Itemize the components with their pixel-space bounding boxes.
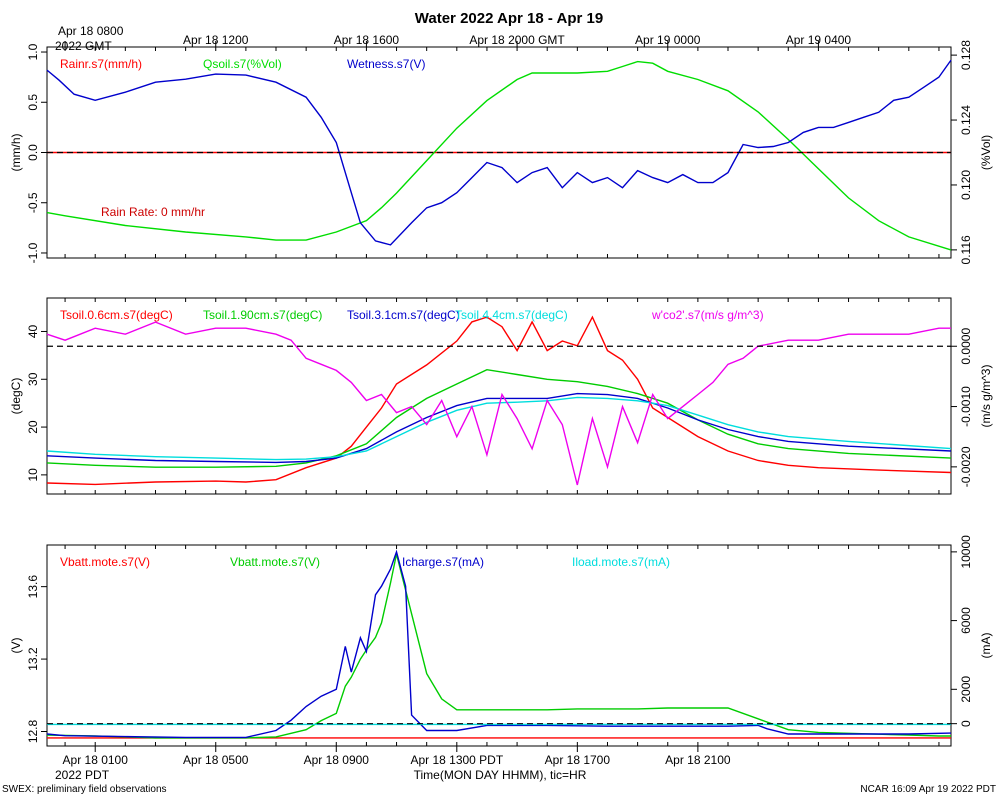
tsoil-series-4-line xyxy=(46,321,951,486)
water-series-1-line xyxy=(46,60,952,251)
top-axis-first-label-line1: Apr 18 0800 xyxy=(58,24,124,38)
power-left-tick-label: 13.6 xyxy=(26,575,40,599)
power-series-1-line xyxy=(46,553,951,739)
water-annotation: Rain Rate: 0 mm/hr xyxy=(101,205,205,219)
power-right-tick-label: 6000 xyxy=(959,607,973,634)
tsoil-legend-2: Tsoil.3.1cm.s7(degC) xyxy=(347,308,460,322)
tsoil-plot-frame xyxy=(46,297,952,495)
water-left-tick-label: 0.5 xyxy=(26,94,40,111)
water-right-axis-label: (%Vol) xyxy=(979,135,993,170)
bottom-axis-tick-label: Apr 18 0500 xyxy=(183,753,249,767)
water-left-tick-label: 1.0 xyxy=(26,43,40,60)
power-legend-3: Iload.mote.s7(mA) xyxy=(572,555,670,569)
water-right-tick-label: 0.128 xyxy=(959,40,973,70)
water-legend-2: Wetness.s7(V) xyxy=(347,57,425,71)
power-series-2-line xyxy=(46,549,952,739)
power-plot-frame xyxy=(46,544,952,747)
top-axis-first-label-line2: 2022 GMT xyxy=(55,39,112,53)
top-axis-tick-label: Apr 19 0000 xyxy=(635,33,701,47)
bottom-axis-sub-label: 2022 PDT xyxy=(55,768,110,782)
water-left-axis-label: (mm/h) xyxy=(9,134,23,172)
footer-right: NCAR 16:09 Apr 19 2022 PDT xyxy=(860,784,996,795)
power-legend-2: Icharge.s7(mA) xyxy=(402,555,484,569)
footer-left: SWEX: preliminary field observations xyxy=(2,784,167,795)
tsoil-left-tick-label: 30 xyxy=(26,372,40,386)
bottom-axis-tick-label: Apr 18 0100 xyxy=(63,753,129,767)
tsoil-left-tick-label: 40 xyxy=(26,324,40,338)
water-left-tick-label: 0.0 xyxy=(26,144,40,161)
tsoil-left-axis-label: (degC) xyxy=(9,378,23,415)
power-left-tick-label: 12.8 xyxy=(26,720,40,744)
power-legend-1: Vbatt.mote.s7(V) xyxy=(230,555,320,569)
top-axis-tick-label: Apr 18 1200 xyxy=(183,33,249,47)
tsoil-legend-1: Tsoil.1.90cm.s7(degC) xyxy=(203,308,322,322)
bottom-axis-tick-label: Apr 18 2100 xyxy=(665,753,731,767)
tsoil-right-axis-label: (m/s g/m^3) xyxy=(979,365,993,428)
tsoil-left-tick-label: 10 xyxy=(26,468,40,482)
tsoil-right-tick-label: 0.0000 xyxy=(959,328,973,365)
top-axis-tick-label: Apr 19 0400 xyxy=(786,33,852,47)
power-right-tick-label: 10000 xyxy=(959,535,973,569)
tsoil-right-tick-label: -0.0020 xyxy=(959,446,973,487)
top-axis-tick-label: Apr 18 1600 xyxy=(334,33,400,47)
bottom-axis-tick-label: Apr 18 0900 xyxy=(304,753,370,767)
bottom-axis-tick-label: Apr 18 1300 PDT xyxy=(410,753,503,767)
top-axis-tick-label: Apr 18 2000 GMT xyxy=(469,33,565,47)
water-right-tick-label: 0.116 xyxy=(959,235,973,264)
tsoil-legend-0: Tsoil.0.6cm.s7(degC) xyxy=(60,308,173,322)
tsoil-legend-3: Tsoil.4.4cm.s7(degC) xyxy=(455,308,568,322)
power-left-axis-label: (V) xyxy=(9,638,23,654)
power-legend-0: Vbatt.mote.s7(V) xyxy=(60,555,150,569)
power-right-axis-label: (mA) xyxy=(979,633,993,659)
water-legend-1: Qsoil.s7(%Vol) xyxy=(203,57,282,71)
tsoil-series-3-line xyxy=(46,396,952,461)
tsoil-left-tick-label: 20 xyxy=(26,420,40,434)
water-left-tick-label: -1.0 xyxy=(26,242,40,263)
bottom-axis-label: Time(MON DAY HHMM), tic=HR xyxy=(414,768,587,782)
power-right-tick-label: 2000 xyxy=(959,676,973,703)
bottom-axis-tick-label: Apr 18 1700 xyxy=(545,753,611,767)
tsoil-right-tick-label: -0.0010 xyxy=(959,386,973,427)
power-left-tick-label: 13.2 xyxy=(26,647,40,671)
water-right-tick-label: 0.120 xyxy=(959,170,973,200)
tsoil-series-0-line xyxy=(46,315,952,486)
water-right-tick-label: 0.124 xyxy=(959,105,973,135)
water-left-tick-label: -0.5 xyxy=(26,192,40,213)
tsoil-series-1-line xyxy=(46,368,952,468)
power-right-tick-label: 0 xyxy=(959,720,973,727)
tsoil-legend-4: w'co2'.s7(m/s g/m^3) xyxy=(651,308,764,322)
tsoil-series-2-line xyxy=(46,392,952,464)
water-legend-0: Rainr.s7(mm/h) xyxy=(60,57,142,71)
water-series-2-line xyxy=(46,59,952,246)
chart-title: Water 2022 Apr 18 - Apr 19 xyxy=(415,10,603,27)
